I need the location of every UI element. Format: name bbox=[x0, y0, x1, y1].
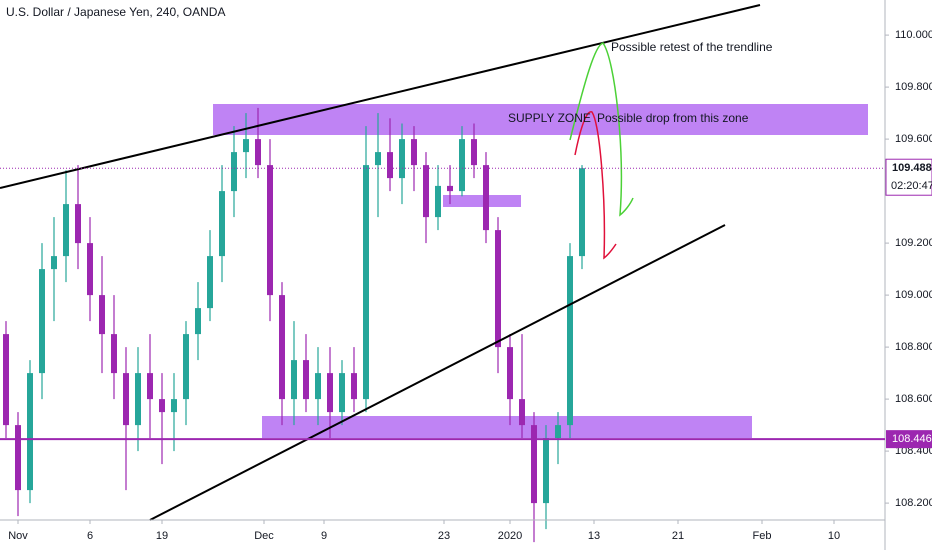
candle-body bbox=[147, 373, 153, 400]
candle-body bbox=[423, 165, 429, 218]
candle-body bbox=[87, 243, 93, 296]
candle-body bbox=[219, 191, 225, 257]
drawings bbox=[213, 104, 868, 438]
x-tick-label: Nov bbox=[8, 530, 28, 542]
demand-zone bbox=[262, 416, 752, 438]
y-tick-label: 110.000 bbox=[895, 29, 932, 41]
candle-body bbox=[339, 373, 345, 413]
y-tick-label: 109.200 bbox=[895, 237, 932, 249]
candle-body bbox=[27, 373, 33, 491]
candle-body bbox=[279, 295, 285, 400]
lower-trendline bbox=[149, 224, 726, 521]
candle-body bbox=[195, 308, 201, 335]
candle-body bbox=[255, 139, 261, 166]
upper-trendline bbox=[0, 4, 761, 189]
level-label: 108.446 bbox=[892, 433, 932, 445]
candle-body bbox=[123, 373, 129, 426]
candles bbox=[3, 107, 585, 543]
y-tick-label: 109.800 bbox=[895, 81, 932, 93]
candle-body bbox=[171, 399, 177, 413]
candle-body bbox=[399, 139, 405, 179]
y-tick-label: 108.200 bbox=[895, 497, 932, 509]
candle-body bbox=[135, 373, 141, 426]
candle-body bbox=[579, 168, 585, 257]
candle-body bbox=[375, 152, 381, 166]
y-tick-label: 109.000 bbox=[895, 289, 932, 301]
candle-body bbox=[231, 152, 237, 192]
candle-body bbox=[507, 347, 513, 400]
candle-body bbox=[555, 425, 561, 439]
candle-body bbox=[15, 425, 21, 491]
x-tick-label: 9 bbox=[321, 530, 327, 542]
x-tick-label: 2020 bbox=[498, 530, 522, 542]
candle-body bbox=[351, 373, 357, 400]
y-tick-label: 109.600 bbox=[895, 133, 932, 145]
x-tick-label: 19 bbox=[156, 530, 168, 542]
countdown-label: 02:20:47 bbox=[891, 180, 932, 192]
candle-body bbox=[519, 399, 525, 426]
candle-body bbox=[471, 139, 477, 166]
x-tick-label: 6 bbox=[87, 530, 93, 542]
candle-body bbox=[435, 185, 441, 218]
annotation: Possible retest of the trendline bbox=[611, 40, 773, 54]
supply-zone bbox=[213, 104, 868, 135]
candle-body bbox=[543, 438, 549, 504]
x-tick-label: 13 bbox=[588, 530, 600, 542]
x-tick-label: Dec bbox=[254, 530, 274, 542]
candle-body bbox=[459, 139, 465, 192]
candle-body bbox=[447, 185, 453, 192]
candle-body bbox=[63, 204, 69, 257]
candle-body bbox=[75, 204, 81, 244]
candle-body bbox=[315, 373, 321, 400]
candle-body bbox=[495, 230, 501, 348]
candle-body bbox=[267, 165, 273, 296]
retest-arrow bbox=[569, 42, 634, 217]
drawings: SUPPLY ZONE Possible drop from this zone… bbox=[0, 4, 773, 521]
drop-arrow bbox=[574, 111, 617, 260]
last-price-box bbox=[885, 158, 932, 196]
last-price-label: 109.488 bbox=[892, 162, 932, 174]
candle-body bbox=[159, 399, 165, 413]
x-tick-label: 10 bbox=[828, 530, 840, 542]
y-tick-label: 108.600 bbox=[895, 393, 932, 405]
minor-zone bbox=[443, 195, 521, 207]
candle-body bbox=[567, 256, 573, 426]
candle-body bbox=[183, 334, 189, 400]
y-tick-label: 108.800 bbox=[895, 341, 932, 353]
candle-body bbox=[303, 360, 309, 400]
candle-body bbox=[411, 139, 417, 166]
annotation: Possible drop from this zone bbox=[597, 111, 749, 125]
x-tick-label: 21 bbox=[672, 530, 684, 542]
candle-body bbox=[531, 425, 537, 504]
candle-body bbox=[363, 165, 369, 400]
candle-body bbox=[243, 139, 249, 153]
candle-body bbox=[387, 152, 393, 179]
candle-body bbox=[3, 334, 9, 426]
candle-body bbox=[39, 269, 45, 374]
level-box bbox=[886, 430, 932, 449]
candle-body bbox=[207, 256, 213, 309]
candle-body bbox=[291, 360, 297, 400]
chart-title: U.S. Dollar / Japanese Yen, 240, OANDA bbox=[6, 5, 225, 19]
candle-body bbox=[99, 295, 105, 335]
x-tick-label: 23 bbox=[438, 530, 450, 542]
annotation: SUPPLY ZONE bbox=[508, 111, 591, 125]
candle-body bbox=[483, 165, 489, 231]
candle-body bbox=[327, 373, 333, 413]
candle-body bbox=[111, 334, 117, 374]
candle-body bbox=[51, 256, 57, 270]
x-tick-label: Feb bbox=[753, 530, 772, 542]
